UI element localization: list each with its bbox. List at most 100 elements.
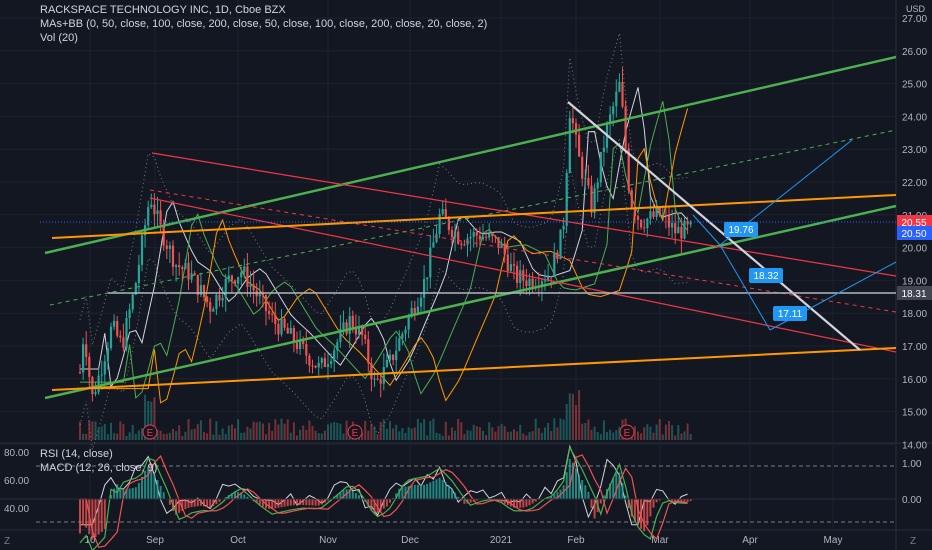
currency-label: USD [906, 4, 926, 14]
candle-body [227, 275, 230, 280]
macd-bar [674, 499, 677, 503]
candle-body [357, 326, 361, 335]
macd-bar [578, 474, 581, 499]
volume-bar [578, 390, 581, 440]
orange-channel-upper [51, 194, 897, 239]
candle-body [85, 344, 88, 357]
candle-body [590, 185, 593, 213]
candle-body [196, 275, 199, 295]
macd-bar [323, 499, 326, 503]
rsi-indicator-label[interactable]: RSI (14, close) [40, 448, 113, 460]
candle-body [299, 339, 302, 350]
volume-bar [271, 431, 274, 440]
volume-bar [327, 424, 329, 440]
ma-20 [80, 87, 688, 388]
candle-body [680, 226, 683, 239]
candle-body [131, 294, 134, 310]
volume-bar [491, 427, 494, 440]
price-badge-2: 18.31 [897, 286, 932, 300]
candle-body [438, 213, 441, 234]
macd-bar [568, 459, 571, 499]
macd-bar [212, 499, 215, 507]
candle-body [593, 188, 596, 213]
zoom-left-icon[interactable]: Z [4, 536, 11, 547]
volume-bar [168, 432, 171, 440]
macd-bar [395, 493, 398, 499]
macd-bar [565, 472, 568, 499]
zoom-right-icon[interactable]: Z [910, 536, 917, 547]
candle-body [478, 235, 481, 240]
volume-bar [519, 424, 522, 440]
macd-bar [311, 499, 314, 506]
candle-body [125, 318, 128, 348]
volume-bar [513, 429, 515, 440]
macd-tick-label: 1.00 [902, 459, 922, 470]
candle-body [326, 364, 330, 367]
volume-bar [265, 434, 267, 440]
volume-indicator-label[interactable]: Vol (20) [40, 32, 78, 44]
macd-bar [680, 499, 683, 503]
candle-body [519, 270, 522, 283]
candle-body [246, 266, 249, 287]
macd-bar [469, 499, 472, 503]
macd-bar [463, 499, 466, 504]
macd-indicator-label[interactable]: MACD (12, 26, close, 9) [40, 462, 158, 474]
macd-bar [141, 476, 143, 499]
candle-body [224, 279, 227, 298]
macd-bar [376, 499, 379, 514]
candle-body [376, 378, 379, 380]
macd-bar [153, 474, 156, 499]
volume-bar [565, 403, 568, 440]
candle-body [562, 225, 565, 230]
candle-body [689, 221, 692, 225]
earnings-marker-text: E [352, 428, 359, 439]
volume-bar [590, 429, 593, 440]
macd-bar [125, 489, 128, 499]
candle-body [640, 219, 643, 228]
candle-body [661, 215, 664, 217]
white-downtrend [567, 101, 861, 351]
volume-bar [581, 423, 584, 440]
volume-bar [401, 427, 404, 440]
earnings-marker-1: E [347, 424, 363, 440]
candle-body [373, 378, 376, 380]
candle-body [388, 354, 392, 360]
volume-bar [227, 425, 230, 440]
candle-body [677, 226, 680, 234]
volume-bar [615, 430, 618, 440]
macd-bar [243, 494, 246, 499]
time-tick-label: 10 [84, 535, 96, 546]
rsi-tick-label: 40.00 [4, 504, 29, 515]
volume-bar [540, 432, 543, 440]
mas-indicator-label[interactable]: MAs+BB (0, 50, close, 100, close, 200, c… [40, 18, 488, 30]
macd-bar [379, 499, 382, 511]
volume-bar [175, 431, 178, 440]
volume-bar [609, 429, 612, 440]
volume-bar [392, 428, 395, 440]
volume-bar [441, 435, 444, 440]
macd-bar [240, 492, 243, 499]
price-tick-label: 24.00 [902, 112, 927, 123]
macd-bar [144, 470, 147, 499]
price-tick-label: 23.00 [902, 145, 927, 156]
volume-bar [463, 434, 466, 440]
volume-bar [531, 431, 534, 440]
candle-body [339, 328, 342, 343]
time-tick-label: Nov [319, 535, 337, 546]
earnings-marker-text: E [147, 428, 154, 439]
price-tick-label: 27.00 [902, 14, 927, 25]
macd-bar [286, 499, 289, 507]
candle-body [584, 178, 587, 180]
candle-body [292, 327, 295, 343]
candle-body [237, 277, 240, 284]
candle-body [97, 375, 100, 393]
candle-body [509, 264, 512, 271]
volume-bar [606, 431, 608, 440]
macd-bar [215, 499, 218, 505]
macd-bar [509, 499, 512, 507]
macd-bar [389, 499, 391, 503]
price-tick-label: 20.00 [902, 244, 927, 255]
candle-body [311, 365, 314, 367]
macd-bar [308, 499, 311, 506]
